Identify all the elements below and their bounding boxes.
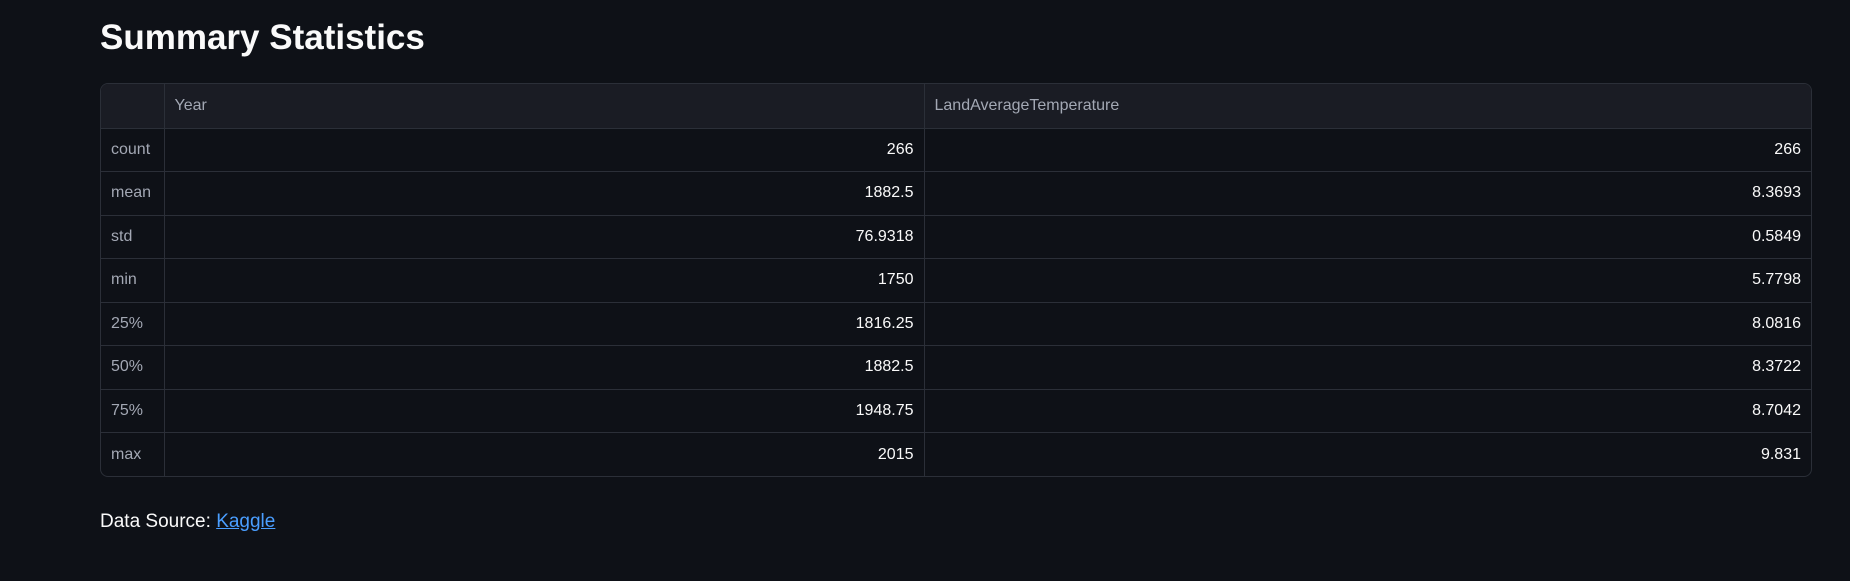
summary-table: Year LandAverageTemperature count 266 26…: [101, 84, 1811, 476]
cell-temperature[interactable]: 9.831: [1760, 445, 1801, 463]
table-row: 25% 1816.25 8.0816: [101, 302, 1811, 346]
row-label[interactable]: count: [101, 128, 165, 172]
table-row: count 266 266: [101, 128, 1811, 172]
cell-year[interactable]: 1948.75: [164, 389, 925, 433]
cell-temperature[interactable]: 8.3722: [924, 345, 1811, 390]
row-label[interactable]: 25%: [101, 302, 165, 346]
row-label[interactable]: max: [101, 432, 165, 476]
cell-year[interactable]: 266: [164, 128, 925, 172]
cell-year[interactable]: 76.9318: [164, 215, 925, 259]
row-label[interactable]: 75%: [101, 389, 165, 433]
cell-temperature[interactable]: 0.5849: [924, 215, 1811, 259]
data-source: Data Source: Kaggle: [100, 511, 275, 533]
table-row: mean 1882.5 8.3693: [101, 171, 1811, 216]
table-row: 50% 1882.5 8.3722: [101, 345, 1811, 390]
cell-year[interactable]: 1882.5: [164, 171, 925, 216]
row-label[interactable]: 50%: [101, 345, 165, 390]
cell-temperature[interactable]: 8.3693: [924, 171, 1811, 216]
cell-year[interactable]: 2015: [164, 432, 925, 476]
table-row: min 1750 5.7798: [101, 258, 1811, 303]
table-row: std 76.9318 0.5849: [101, 215, 1811, 259]
row-label[interactable]: std: [101, 215, 165, 259]
cell-temperature[interactable]: 266: [924, 128, 1811, 172]
column-header-index[interactable]: [101, 84, 165, 129]
page-title: Summary Statistics: [100, 18, 425, 57]
cell-year[interactable]: 1816.25: [164, 302, 925, 346]
column-header-year[interactable]: Year: [164, 84, 925, 129]
row-label[interactable]: mean: [101, 171, 165, 216]
cell-temperature[interactable]: 8.7042: [924, 389, 1811, 433]
data-source-label: Data Source:: [100, 511, 211, 532]
table-header-row: Year LandAverageTemperature: [101, 84, 1811, 129]
cell-temperature[interactable]: 8.0816: [924, 302, 1811, 346]
cell-year[interactable]: 1750: [164, 258, 925, 303]
table-row: 75% 1948.75 8.7042: [101, 389, 1811, 433]
cell-temperature[interactable]: 5.7798: [924, 258, 1811, 303]
cell-year[interactable]: 1882.5: [164, 345, 925, 390]
column-header-land-average-temperature[interactable]: LandAverageTemperature: [924, 84, 1811, 129]
row-label[interactable]: min: [101, 258, 165, 303]
kaggle-link[interactable]: Kaggle: [216, 511, 276, 532]
summary-table-container[interactable]: Year LandAverageTemperature count 266 26…: [100, 83, 1812, 477]
table-row: max 2015 9.831: [101, 432, 1811, 476]
